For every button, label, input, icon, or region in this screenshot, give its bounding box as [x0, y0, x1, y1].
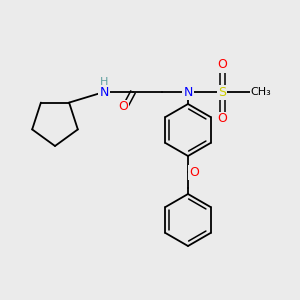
Text: H: H [100, 77, 108, 87]
Text: N: N [183, 85, 193, 98]
Text: S: S [218, 85, 226, 98]
Text: CH₃: CH₃ [250, 87, 272, 97]
Text: N: N [99, 85, 109, 98]
Text: O: O [118, 100, 128, 113]
Text: O: O [217, 58, 227, 71]
Text: O: O [217, 112, 227, 125]
Text: O: O [189, 166, 199, 178]
